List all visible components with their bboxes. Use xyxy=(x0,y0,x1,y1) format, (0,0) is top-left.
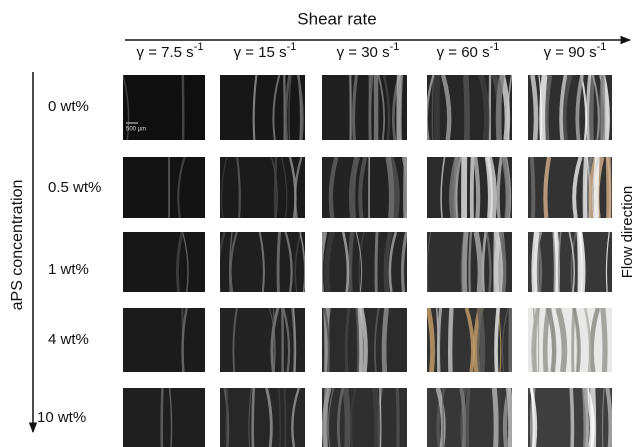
streak xyxy=(608,157,609,218)
column-label-exponent: -1 xyxy=(194,41,204,53)
streak xyxy=(376,232,377,292)
streak xyxy=(162,388,163,447)
row-label: 10 wt% xyxy=(37,409,86,426)
streak xyxy=(465,232,467,292)
streak xyxy=(585,388,587,447)
streak xyxy=(523,157,528,218)
column-label-text: γ = 15 s xyxy=(234,44,287,61)
streak xyxy=(573,308,574,372)
streak xyxy=(428,388,429,447)
streak xyxy=(603,75,604,140)
streak xyxy=(346,388,348,447)
streak xyxy=(397,388,398,447)
row-label: 0.5 wt% xyxy=(48,179,101,196)
streak xyxy=(284,75,285,140)
streak xyxy=(278,232,279,292)
column-label-exponent: -1 xyxy=(597,41,607,53)
streak xyxy=(467,388,469,447)
column-label: γ = 15 s-1 xyxy=(234,41,297,61)
column-label-text: γ = 7.5 s xyxy=(137,44,194,61)
figure: Shear rate aPS concentration Flow direct… xyxy=(0,0,635,447)
streak xyxy=(375,388,377,447)
column-label: γ = 30 s-1 xyxy=(337,41,400,61)
micrograph xyxy=(123,157,205,218)
left-axis-label: aPS concentration xyxy=(9,180,26,311)
column-label-text: γ = 90 s xyxy=(544,44,597,61)
column-label-exponent: -1 xyxy=(490,41,500,53)
micrograph xyxy=(220,75,305,140)
streak xyxy=(596,157,597,218)
streak xyxy=(542,75,545,140)
micrograph xyxy=(123,308,205,372)
column-label-text: γ = 60 s xyxy=(437,44,490,61)
streak xyxy=(556,232,558,292)
column-label: γ = 7.5 s-1 xyxy=(137,41,204,61)
column-label-exponent: -1 xyxy=(390,41,400,53)
micrograph xyxy=(123,232,205,292)
streak xyxy=(509,388,511,447)
micrograph xyxy=(322,388,407,447)
row-label: 1 wt% xyxy=(48,261,89,278)
micrograph xyxy=(528,308,612,372)
column-label: γ = 90 s-1 xyxy=(544,41,607,61)
streak xyxy=(534,232,537,292)
column-label: γ = 60 s-1 xyxy=(437,41,500,61)
row-label: 4 wt% xyxy=(48,331,89,348)
column-label-text: γ = 30 s xyxy=(337,44,390,61)
streak xyxy=(603,308,605,372)
streak xyxy=(494,388,496,447)
micrograph xyxy=(123,388,205,447)
streak xyxy=(398,75,399,140)
streak xyxy=(285,388,286,447)
streak xyxy=(585,157,586,218)
scale-bar-label: 500 µm xyxy=(126,127,146,133)
streak xyxy=(384,308,387,372)
streak xyxy=(571,388,572,447)
streak xyxy=(472,157,473,218)
column-label-exponent: -1 xyxy=(287,41,297,53)
streak xyxy=(499,388,500,447)
header-title: Shear rate xyxy=(297,9,376,28)
streak xyxy=(450,308,451,372)
row-label: 0 wt% xyxy=(48,98,89,115)
streak xyxy=(466,75,467,140)
streak xyxy=(350,232,352,292)
streak xyxy=(253,388,254,447)
streak xyxy=(591,75,592,140)
streak xyxy=(400,75,401,140)
streak xyxy=(532,157,534,218)
streak xyxy=(275,157,276,218)
streak xyxy=(496,308,498,372)
image-grid: 500 µm xyxy=(123,75,612,447)
right-axis-label: Flow direction xyxy=(619,186,635,279)
